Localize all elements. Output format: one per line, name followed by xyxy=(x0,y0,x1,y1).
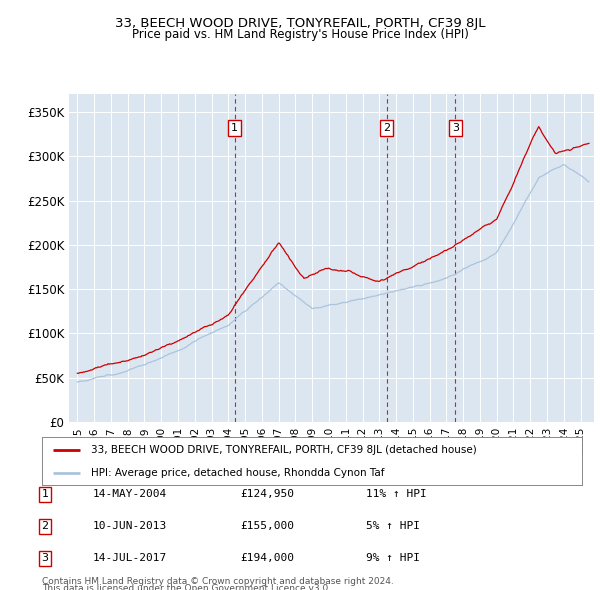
Text: HPI: Average price, detached house, Rhondda Cynon Taf: HPI: Average price, detached house, Rhon… xyxy=(91,468,384,478)
Text: 3: 3 xyxy=(41,553,49,563)
Text: 14-MAY-2004: 14-MAY-2004 xyxy=(93,490,167,499)
Text: 2: 2 xyxy=(383,123,390,133)
Text: 2: 2 xyxy=(41,522,49,531)
Text: 14-JUL-2017: 14-JUL-2017 xyxy=(93,553,167,563)
Text: 1: 1 xyxy=(41,490,49,499)
Text: £194,000: £194,000 xyxy=(240,553,294,563)
Text: 11% ↑ HPI: 11% ↑ HPI xyxy=(366,490,427,499)
Text: This data is licensed under the Open Government Licence v3.0.: This data is licensed under the Open Gov… xyxy=(42,584,331,590)
Text: 9% ↑ HPI: 9% ↑ HPI xyxy=(366,553,420,563)
Text: 5% ↑ HPI: 5% ↑ HPI xyxy=(366,522,420,531)
Text: £155,000: £155,000 xyxy=(240,522,294,531)
Text: 33, BEECH WOOD DRIVE, TONYREFAIL, PORTH, CF39 8JL (detached house): 33, BEECH WOOD DRIVE, TONYREFAIL, PORTH,… xyxy=(91,445,476,455)
Text: Price paid vs. HM Land Registry's House Price Index (HPI): Price paid vs. HM Land Registry's House … xyxy=(131,28,469,41)
Text: 1: 1 xyxy=(231,123,238,133)
Text: 33, BEECH WOOD DRIVE, TONYREFAIL, PORTH, CF39 8JL: 33, BEECH WOOD DRIVE, TONYREFAIL, PORTH,… xyxy=(115,17,485,30)
Text: 10-JUN-2013: 10-JUN-2013 xyxy=(93,522,167,531)
Text: £124,950: £124,950 xyxy=(240,490,294,499)
Text: Contains HM Land Registry data © Crown copyright and database right 2024.: Contains HM Land Registry data © Crown c… xyxy=(42,577,394,586)
Text: 3: 3 xyxy=(452,123,459,133)
